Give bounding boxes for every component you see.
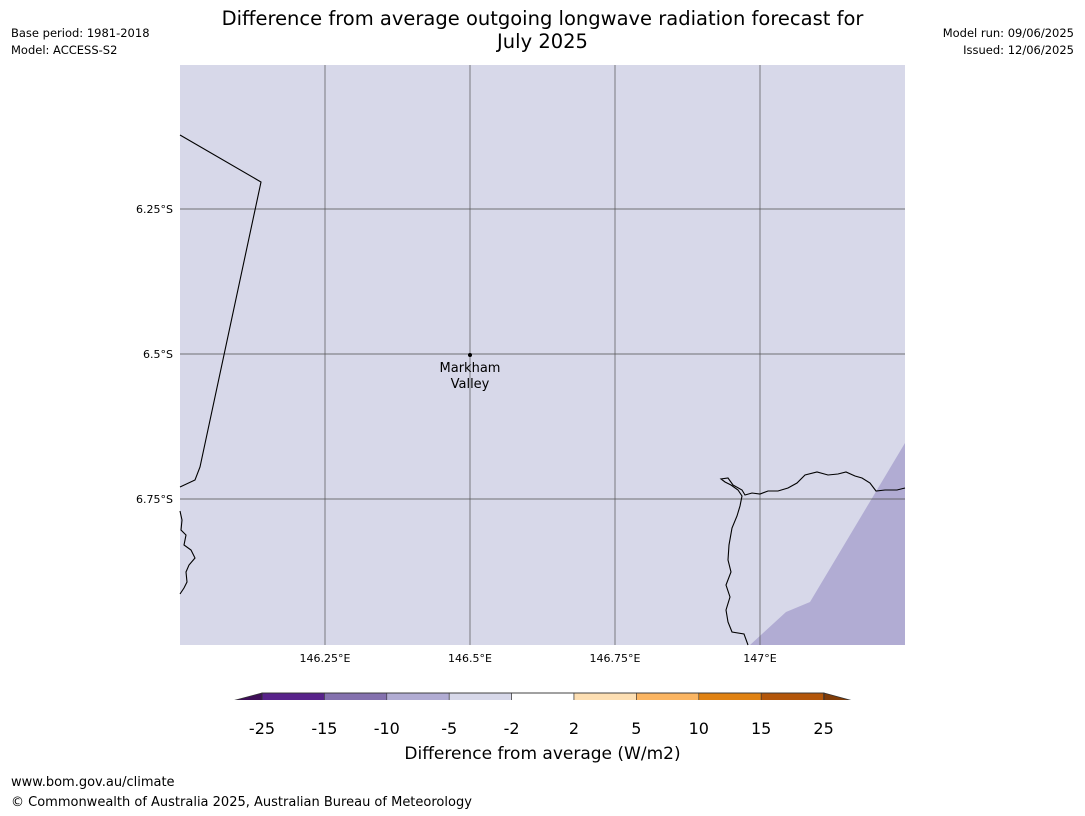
lon-label: 146.75°E	[590, 652, 641, 665]
lat-label: 6.75°S	[136, 493, 173, 506]
footer-url: www.bom.gov.au/climate	[11, 775, 175, 790]
colorbar-tick: 15	[751, 719, 772, 738]
colorbar-segment	[636, 692, 700, 700]
colorbar-segment	[511, 692, 575, 700]
meta-left: Base period: 1981-2018 Model: ACCESS-S2	[11, 25, 150, 59]
colorbar-tick: -15	[311, 719, 338, 738]
colorbar-tick: -5	[441, 719, 458, 738]
colorbar-tick: -10	[373, 719, 400, 738]
colorbar	[234, 692, 852, 700]
lon-label: 146.5°E	[448, 652, 492, 665]
border-line	[179, 134, 262, 488]
coastline-east	[719, 471, 906, 646]
model-text: Model: ACCESS-S2	[11, 43, 118, 57]
colorbar-extend-high	[823, 692, 852, 700]
place-label-line1: Markham	[440, 361, 501, 376]
footer-copyright: © Commonwealth of Australia 2025, Austra…	[11, 795, 472, 810]
colorbar-segment	[448, 692, 512, 700]
lon-labels: 146.25°E 146.5°E 146.75°E 147°E	[300, 652, 777, 665]
title-line-1: Difference from average outgoing longwav…	[221, 7, 864, 30]
colorbar-label: Difference from average (W/m2)	[404, 744, 681, 764]
colorbar-tick: 25	[813, 719, 834, 738]
colorbar-segment	[573, 692, 637, 700]
lat-label: 6.25°S	[136, 203, 173, 216]
colorbar-extend-low	[234, 692, 263, 700]
colorbar-segment	[760, 692, 824, 700]
colorbar-tick: 10	[688, 719, 709, 738]
boundaries	[179, 134, 906, 646]
page-title: Difference from average outgoing longwav…	[180, 7, 905, 53]
forecast-map: Markham Valley 6.25°S 6.5°S 6.75°S 146.2…	[136, 65, 906, 700]
colorbar-tick: 2	[568, 719, 580, 738]
place-marker	[468, 353, 472, 357]
place-label-line2: Valley	[451, 377, 490, 392]
meta-right: Model run: 09/06/2025 Issued: 12/06/2025	[943, 25, 1074, 59]
base-period-text: Base period: 1981-2018	[11, 26, 150, 40]
lat-label: 6.5°S	[143, 348, 173, 361]
lon-label: 146.25°E	[300, 652, 351, 665]
anomaly-region	[750, 443, 905, 645]
title-line-2: July 2025	[497, 30, 588, 53]
lon-label: 147°E	[743, 652, 776, 665]
colorbar-segment	[261, 692, 325, 700]
colorbar-segment	[386, 692, 450, 700]
coastline-west	[179, 510, 196, 595]
colorbar-tick: 5	[631, 719, 642, 738]
colorbar-tick: -25	[248, 719, 276, 738]
model-run-text: Model run: 09/06/2025	[942, 26, 1074, 40]
lat-labels: 6.25°S 6.5°S 6.75°S	[136, 203, 173, 506]
issued-text: Issued: 12/06/2025	[963, 43, 1074, 57]
colorbar-outline	[261, 692, 825, 700]
gridlines	[180, 65, 905, 645]
colorbar-segment	[698, 692, 762, 700]
map-background	[180, 65, 905, 645]
colorbar-tick: -2	[503, 719, 520, 738]
colorbar-segment	[324, 692, 388, 700]
